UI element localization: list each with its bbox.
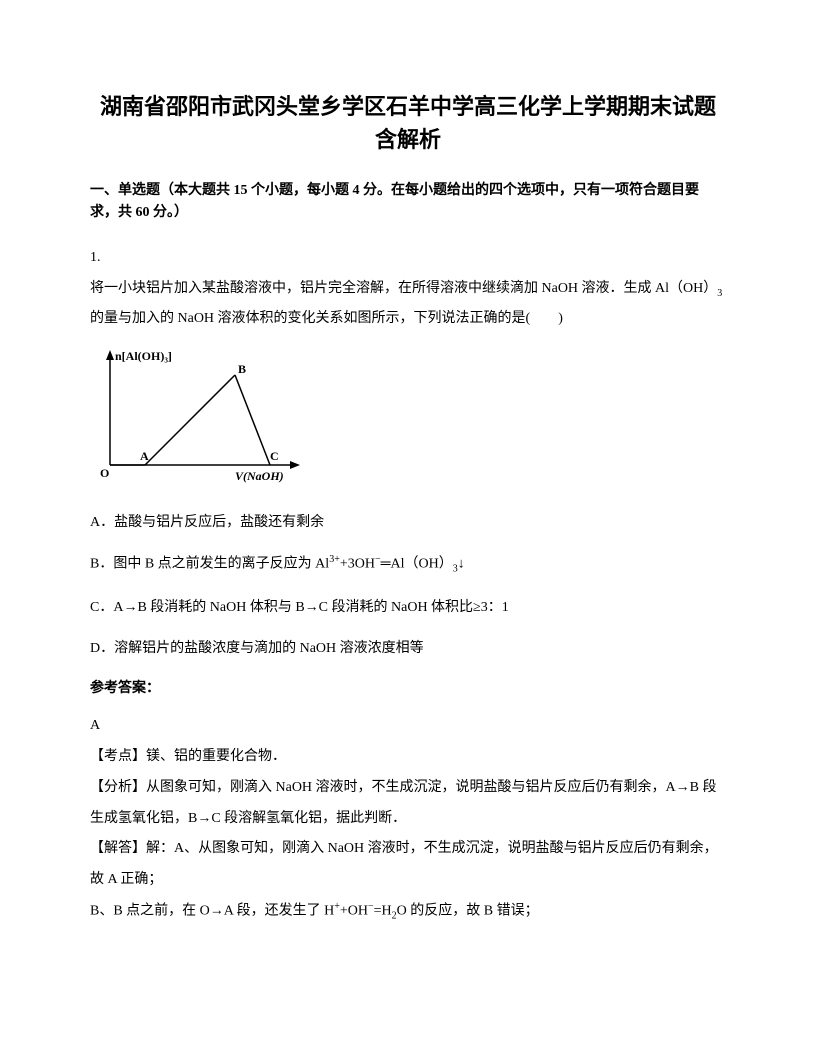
jieda-b-prefix: B、B 点之前，在 O→A 段，还发生了 H	[90, 904, 334, 919]
answer-kaodian: 【考点】镁、铝的重要化合物．	[90, 742, 726, 773]
option-b-prefix: B．图中 B 点之前发生的离子反应为 Al	[90, 557, 329, 572]
question-text-part2: 的量与加入的 NaOH 溶液体积的变化关系如图所示，下列说法正确的是( )	[90, 311, 563, 326]
option-b-mid2: ═Al（OH）	[381, 557, 453, 572]
x-axis-label: V(NaOH)	[235, 469, 284, 483]
answer-jieda-a: 【解答】解：A、从图象可知，刚滴入 NaOH 溶液时，不生成沉淀，说明盐酸与铝片…	[90, 834, 726, 896]
option-b-mid1: +3OH	[340, 557, 375, 572]
jieda-b-suffix: O 的反应，故 B 错误；	[397, 904, 539, 919]
point-b-label: B	[238, 362, 246, 376]
question-number: 1.	[90, 250, 101, 265]
question-text-part1: 将一小块铝片加入某盐酸溶液中，铝片完全溶解，在所得溶液中继续滴加 NaOH 溶液…	[90, 281, 717, 296]
option-b: B．图中 B 点之前发生的离子反应为 Al3++3OH−═Al（OH）3↓	[90, 551, 726, 578]
answer-fenxi: 【分析】从图象可知，刚滴入 NaOH 溶液时，不生成沉淀，说明盐酸与铝片反应后仍…	[90, 773, 726, 835]
answer-letter: A	[90, 711, 726, 742]
subscript: 3	[717, 287, 722, 298]
section-header: 一、单选题（本大题共 15 个小题，每小题 4 分。在每小题给出的四个选项中，只…	[90, 180, 726, 225]
y-axis-label: n[Al(OH)₃]	[115, 349, 172, 363]
point-a-label: A	[140, 449, 149, 463]
origin-label: O	[100, 466, 109, 480]
point-c-label: C	[270, 449, 279, 463]
option-c: C．A→B 段消耗的 NaOH 体积与 B→C 段消耗的 NaOH 体积比≥3：…	[90, 595, 726, 620]
question-1: 1. 将一小块铝片加入某盐酸溶液中，铝片完全溶解，在所得溶液中继续滴加 NaOH…	[90, 243, 726, 335]
option-a: A．盐酸与铝片反应后，盐酸还有剩余	[90, 510, 726, 535]
jieda-b-mid1: +OH	[340, 904, 368, 919]
answer-jieda-b: B、B 点之前，在 O→A 段，还发生了 H++OH−=H2O 的反应，故 B …	[90, 896, 726, 927]
option-b-suffix: ↓	[458, 557, 465, 572]
document-title: 湖南省邵阳市武冈头堂乡学区石羊中学高三化学上学期期末试题含解析	[90, 90, 726, 156]
chemistry-graph: n[Al(OH)₃] O A B C V(NaOH)	[90, 345, 310, 485]
superscript: 3+	[329, 554, 340, 565]
graph-figure: n[Al(OH)₃] O A B C V(NaOH)	[90, 345, 726, 490]
option-d: D．溶解铝片的盐酸浓度与滴加的 NaOH 溶液浓度相等	[90, 636, 726, 661]
answer-header: 参考答案：	[90, 677, 726, 697]
jieda-b-mid2: =H	[374, 904, 392, 919]
